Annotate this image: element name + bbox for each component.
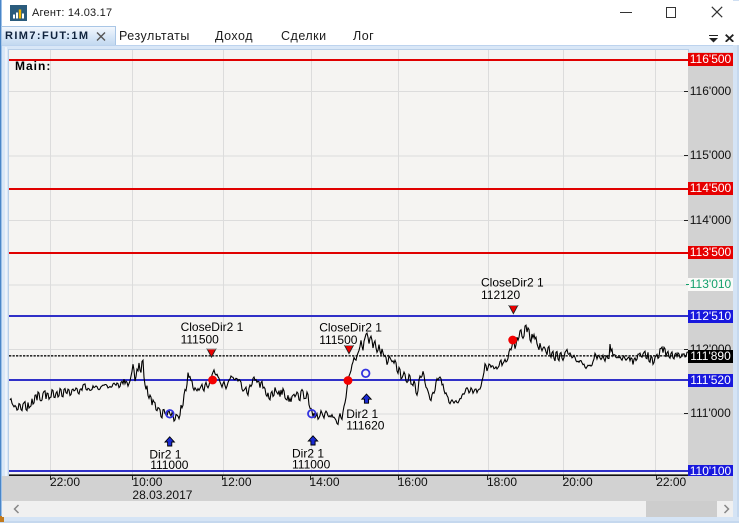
svg-text:CloseDir2 1: CloseDir2 1 <box>481 275 544 289</box>
svg-text:Dir2 1: Dir2 1 <box>292 446 324 460</box>
svg-text:Dir2 1: Dir2 1 <box>149 448 181 462</box>
svg-text:112120: 112120 <box>481 288 520 302</box>
svg-text:111500: 111500 <box>319 333 358 347</box>
svg-text:111620: 111620 <box>346 419 385 433</box>
svg-text:CloseDir2 1: CloseDir2 1 <box>181 320 244 334</box>
svg-text:Dir2 1: Dir2 1 <box>346 407 378 421</box>
svg-text:CloseDir2 1: CloseDir2 1 <box>319 321 382 335</box>
svg-text:111000: 111000 <box>292 457 331 471</box>
svg-text:111500: 111500 <box>181 332 220 346</box>
svg-text:111000: 111000 <box>150 458 189 472</box>
